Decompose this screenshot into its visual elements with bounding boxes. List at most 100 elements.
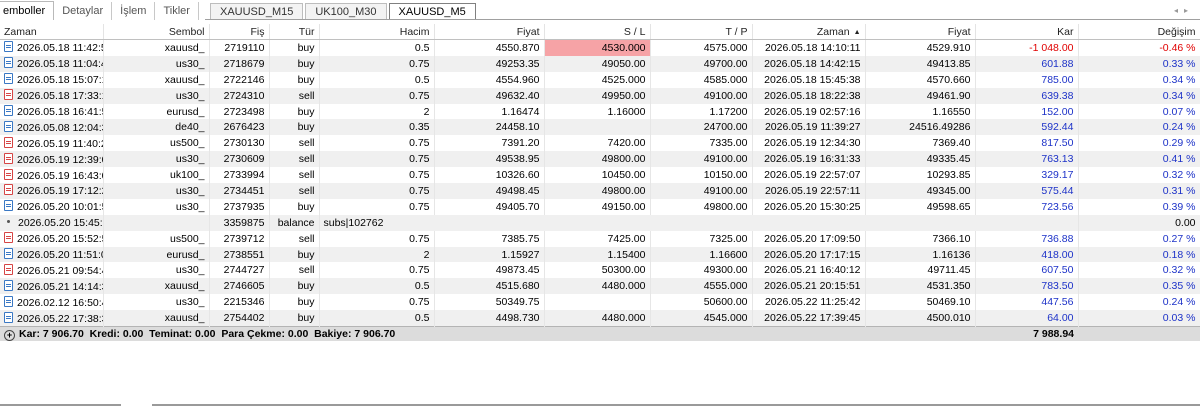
cell-close-time: 2026.05.18 14:42:15 (752, 55, 866, 72)
table-row[interactable]: 2026.05.20 11:51:02eurusd_2738551buy21.1… (0, 246, 1200, 263)
table-row[interactable]: 2026.05.18 15:07:11xauusd_2722146buy0.54… (0, 71, 1200, 88)
scrollbar-track[interactable] (152, 404, 1200, 406)
cell-symbol: us30_ (103, 294, 210, 311)
cell-profit: 601.88 (975, 55, 1079, 72)
table-row[interactable]: 2026.05.21 09:54:43us30_2744727sell0.754… (0, 262, 1200, 279)
col-volume[interactable]: Hacim (319, 24, 435, 40)
chart-tab-uk100-m30[interactable]: UK100_M30 (305, 3, 387, 20)
cell-close-price: 4531.350 (865, 278, 976, 295)
cell-profit: -1 048.00 (975, 39, 1079, 56)
chart-tab-xauusd-m5[interactable]: XAUUSD_M5 (388, 3, 476, 20)
cell-sl: 4530.000 (544, 39, 651, 56)
buy-deal-icon (4, 311, 13, 323)
open-time-text: 2026.02.12 16:50:40 (17, 296, 102, 309)
cell-sl (544, 294, 651, 311)
table-row[interactable]: 2026.05.20 15:52:53us500_2739712sell0.75… (0, 230, 1200, 247)
table-row[interactable]: 2026.05.20 10:01:58us30_2737935buy0.7549… (0, 198, 1200, 215)
summary-cell: + Kar: 7 906.70 Kredi: 0.00 Teminat: 0.00… (0, 326, 975, 342)
expand-plus-icon[interactable]: + (4, 329, 15, 341)
table-row[interactable]: 2026.05.08 12:04:35de40_2676423buy0.3524… (0, 119, 1200, 136)
col-close-price[interactable]: Fiyat (865, 24, 976, 40)
cell-open-time: 2026.05.18 16:41:59 (0, 103, 104, 120)
tab-symbols[interactable]: emboller (0, 1, 55, 20)
cell-tp: 24700.00 (650, 119, 753, 136)
tab-trade[interactable]: İşlem (112, 2, 156, 20)
cell-close-price: 1.16136 (865, 246, 976, 263)
summary-row: + Kar: 7 906.70 Kredi: 0.00 Teminat: 0.00… (0, 326, 1200, 342)
cell-close-price: 1.16550 (865, 103, 976, 120)
cell-open-price: 49632.40 (434, 87, 545, 104)
col-open-time[interactable]: Zaman (0, 24, 104, 40)
cell-ticket: 2754402 (209, 310, 270, 327)
cell-symbol: us30_ (103, 198, 210, 215)
cell-open-time: 2026.02.12 16:50:40 (0, 294, 104, 311)
cell-tp: 50600.00 (650, 294, 753, 311)
cell-open-time: 2026.05.20 11:51:02 (0, 246, 104, 263)
cell-close-time: 2026.05.20 17:17:15 (752, 246, 866, 263)
col-open-price[interactable]: Fiyat (434, 24, 545, 40)
table-row[interactable]: 2026.05.19 11:40:20us500_2730130sell0.75… (0, 135, 1200, 152)
cell-open-price: 1.15927 (434, 246, 545, 263)
cell-profit: 639.38 (975, 87, 1079, 104)
cell-type: sell (269, 183, 320, 199)
tab-details[interactable]: Detaylar (54, 2, 113, 20)
cell-tp: 49100.00 (650, 151, 753, 168)
cell-open-price: 4515.680 (434, 278, 545, 295)
cell-volume: 0.75 (319, 151, 435, 168)
table-row[interactable]: 2026.05.18 17:33:18us30_2724310sell0.754… (0, 87, 1200, 104)
chart-tab-xauusd-m15[interactable]: XAUUSD_M15 (210, 3, 304, 20)
table-row[interactable]: 2026.05.18 11:04:42us30_2718679buy0.7549… (0, 55, 1200, 72)
table-row[interactable]: 2026.05.18 11:42:50xauusd_2719110buy0.54… (0, 39, 1200, 56)
cell-close-price: 7369.40 (865, 135, 976, 152)
col-ticket[interactable]: Fiş (209, 24, 270, 40)
cell-type: sell (269, 230, 320, 247)
cell-close-price: 24516.49286 (865, 119, 976, 136)
cell-symbol: xauusd_ (103, 71, 210, 88)
cell-ticket: 2730130 (209, 135, 270, 152)
cell-change: 0.24 % (1078, 119, 1200, 136)
cell-symbol (103, 214, 210, 231)
open-time-text: 2026.05.21 14:14:37 (17, 280, 102, 293)
cell-type: buy (269, 246, 320, 263)
cell-close-time: 2026.05.18 18:22:38 (752, 87, 866, 104)
col-type[interactable]: Tür (269, 24, 320, 40)
col-close-time[interactable]: Zaman ▲ (752, 24, 866, 40)
cell-sl: 49800.00 (544, 183, 651, 199)
open-time-text: 2026.05.08 12:04:35 (17, 121, 102, 134)
cell-ticket: 2719110 (209, 39, 270, 56)
cell-profit: 785.00 (975, 71, 1079, 88)
tab-scroll-arrows[interactable]: ◂▸ (1173, 6, 1194, 15)
cell-change: 0.27 % (1078, 230, 1200, 247)
col-profit[interactable]: Kar (975, 24, 1079, 40)
col-change[interactable]: Değişim (1078, 24, 1200, 40)
table-row[interactable]: 2026.02.12 16:50:40us30_2215346buy0.7550… (0, 294, 1200, 311)
cell-profit: 607.50 (975, 262, 1079, 279)
col-symbol[interactable]: Sembol (103, 24, 210, 40)
col-sl[interactable]: S / L (544, 24, 651, 40)
cell-open-time: 2026.05.19 11:40:20 (0, 135, 104, 152)
table-row[interactable]: 2026.05.19 17:12:23us30_2734451sell0.754… (0, 183, 1200, 199)
cell-ticket: 2733994 (209, 167, 270, 184)
cell-open-price: 1.16474 (434, 103, 545, 120)
tab-ticks[interactable]: Tikler (155, 2, 199, 20)
cell-type: buy (269, 278, 320, 295)
cell-change: 0.31 % (1078, 183, 1200, 199)
cell-type: buy (269, 55, 320, 72)
cell-tp: 49700.00 (650, 55, 753, 72)
cell-ticket: 2734451 (209, 183, 270, 199)
scrollbar-segment[interactable] (0, 404, 121, 406)
cell-close-price: 50469.10 (865, 294, 976, 311)
cell-close-time: 2026.05.18 15:45:38 (752, 71, 866, 88)
cell-tp: 49300.00 (650, 262, 753, 279)
balance-row[interactable]: 2026.05.20 15:45:18 3359875balancesubs|10… (0, 214, 1200, 231)
cell-comment: subs|102762 (319, 214, 1079, 231)
table-row[interactable]: 2026.05.19 16:43:08uk100_2733994sell0.75… (0, 167, 1200, 184)
summary-text: Kar: 7 906.70 Kredi: 0.00 Teminat: 0.00 … (19, 327, 396, 340)
cell-symbol: uk100_ (103, 167, 210, 184)
col-tp[interactable]: T / P (650, 24, 753, 40)
table-row[interactable]: 2026.05.19 12:39:05us30_2730609sell0.754… (0, 151, 1200, 168)
table-row[interactable]: 2026.05.22 17:38:37xauusd_2754402buy0.54… (0, 310, 1200, 327)
table-row[interactable]: 2026.05.18 16:41:59eurusd_2723498buy21.1… (0, 103, 1200, 120)
table-row[interactable]: 2026.05.21 14:14:37xauusd_2746605buy0.54… (0, 278, 1200, 295)
cell-close-price: 10293.85 (865, 167, 976, 184)
